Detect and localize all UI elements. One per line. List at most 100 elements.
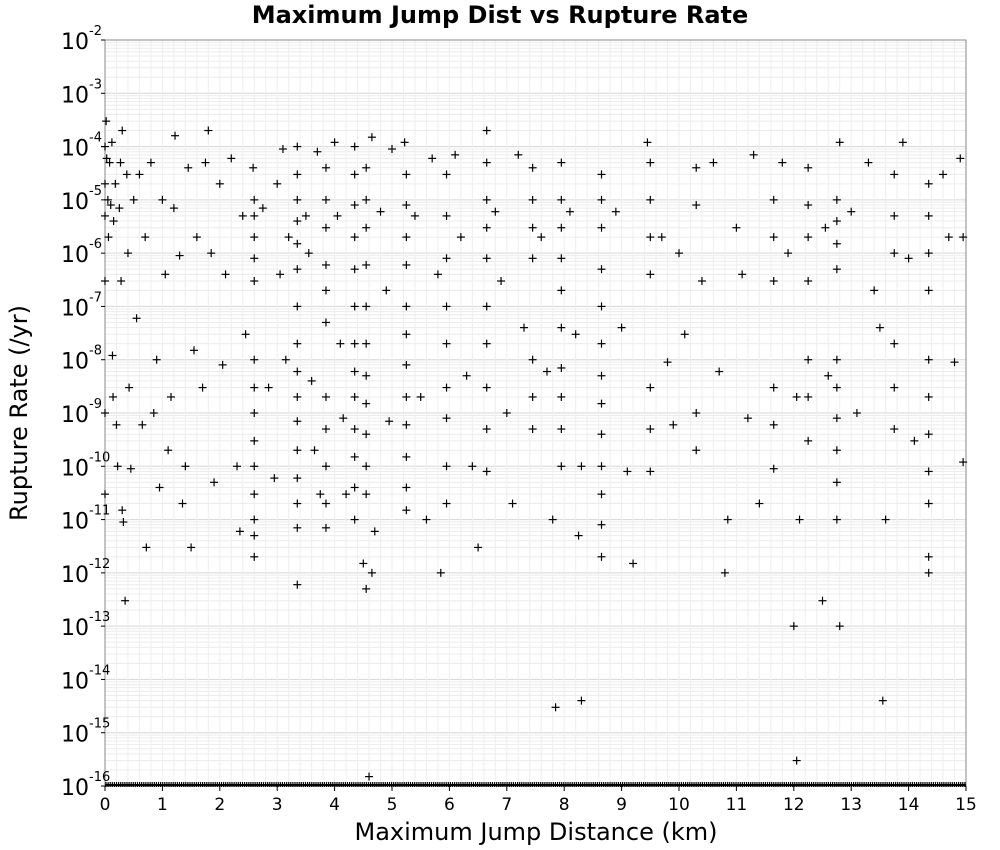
data-point <box>241 330 250 339</box>
x-tick-label: 4 <box>329 795 340 815</box>
data-point <box>442 462 451 471</box>
data-point <box>832 414 841 423</box>
data-point <box>362 195 371 204</box>
data-point <box>350 452 359 461</box>
data-point <box>402 170 411 179</box>
data-point <box>669 420 678 429</box>
data-point <box>732 223 741 232</box>
data-point <box>646 158 655 167</box>
data-point <box>250 462 259 471</box>
data-point <box>715 367 724 376</box>
data-point <box>116 158 125 167</box>
data-point <box>104 233 113 242</box>
data-point <box>293 195 302 204</box>
data-point <box>442 414 451 423</box>
y-tick-exponent: -8 <box>89 344 102 359</box>
data-point <box>350 142 359 151</box>
y-tick-label: 10 <box>61 563 89 588</box>
data-point <box>924 552 933 561</box>
y-tick-label: 10 <box>61 776 89 801</box>
data-point <box>293 474 302 483</box>
data-point <box>778 158 787 167</box>
data-point <box>184 163 193 172</box>
data-point <box>142 543 151 552</box>
data-point <box>181 462 190 471</box>
data-point <box>362 302 371 311</box>
data-point <box>557 223 566 232</box>
data-point <box>597 520 606 529</box>
data-point <box>119 518 128 527</box>
data-point <box>189 346 198 355</box>
data-point <box>528 254 537 263</box>
data-point <box>118 126 127 135</box>
data-point <box>959 458 968 467</box>
data-point <box>528 355 537 364</box>
data-point <box>125 383 134 392</box>
data-point <box>924 499 933 508</box>
data-point <box>250 552 259 561</box>
y-tick-exponent: -7 <box>89 290 102 305</box>
x-tick-label: 9 <box>616 795 627 815</box>
data-point <box>482 158 491 167</box>
data-point <box>330 138 339 147</box>
data-point <box>385 417 394 426</box>
data-point <box>350 339 359 348</box>
data-point <box>250 277 259 286</box>
data-point <box>904 254 913 263</box>
data-point <box>804 436 813 445</box>
data-point <box>201 158 210 167</box>
data-point <box>178 499 187 508</box>
data-point <box>738 270 747 279</box>
data-point <box>293 265 302 274</box>
y-tick-exponent: -15 <box>89 717 110 732</box>
data-point <box>646 233 655 242</box>
data-point <box>697 277 706 286</box>
data-point <box>924 430 933 439</box>
data-point <box>350 265 359 274</box>
data-point <box>769 383 778 392</box>
data-point <box>339 414 348 423</box>
data-point <box>422 515 431 524</box>
data-point <box>804 201 813 210</box>
data-point <box>402 360 411 369</box>
data-point <box>924 286 933 295</box>
data-point <box>278 145 287 154</box>
data-point <box>362 223 371 232</box>
data-point <box>321 195 330 204</box>
data-point <box>233 462 242 471</box>
data-point <box>709 158 718 167</box>
data-point <box>281 355 290 364</box>
data-point <box>611 207 620 216</box>
data-point <box>362 163 371 172</box>
data-point <box>321 163 330 172</box>
data-point <box>109 392 118 401</box>
data-point <box>158 195 167 204</box>
data-point <box>129 195 138 204</box>
chart-title: Maximum Jump Dist vs Rupture Rate <box>252 1 749 29</box>
data-point <box>537 233 546 242</box>
data-point <box>784 249 793 258</box>
data-point <box>520 323 529 332</box>
x-tick-label: 8 <box>559 795 570 815</box>
data-point <box>692 409 701 417</box>
data-point <box>574 531 583 540</box>
data-point <box>428 154 437 163</box>
y-tick-label: 10 <box>61 616 89 641</box>
data-point <box>789 622 798 631</box>
data-point <box>924 392 933 401</box>
data-point <box>264 383 273 392</box>
data-point <box>321 523 330 532</box>
data-point <box>565 207 574 216</box>
data-point <box>270 474 279 483</box>
data-point <box>102 117 111 126</box>
data-point <box>749 150 758 159</box>
data-point <box>301 211 310 220</box>
data-point <box>468 462 477 471</box>
data-point <box>102 154 111 163</box>
data-point <box>462 371 471 380</box>
data-point <box>832 195 841 204</box>
data-point <box>350 233 359 242</box>
data-point <box>149 409 158 417</box>
y-tick-exponent: -2 <box>89 24 102 39</box>
data-point <box>890 170 899 179</box>
